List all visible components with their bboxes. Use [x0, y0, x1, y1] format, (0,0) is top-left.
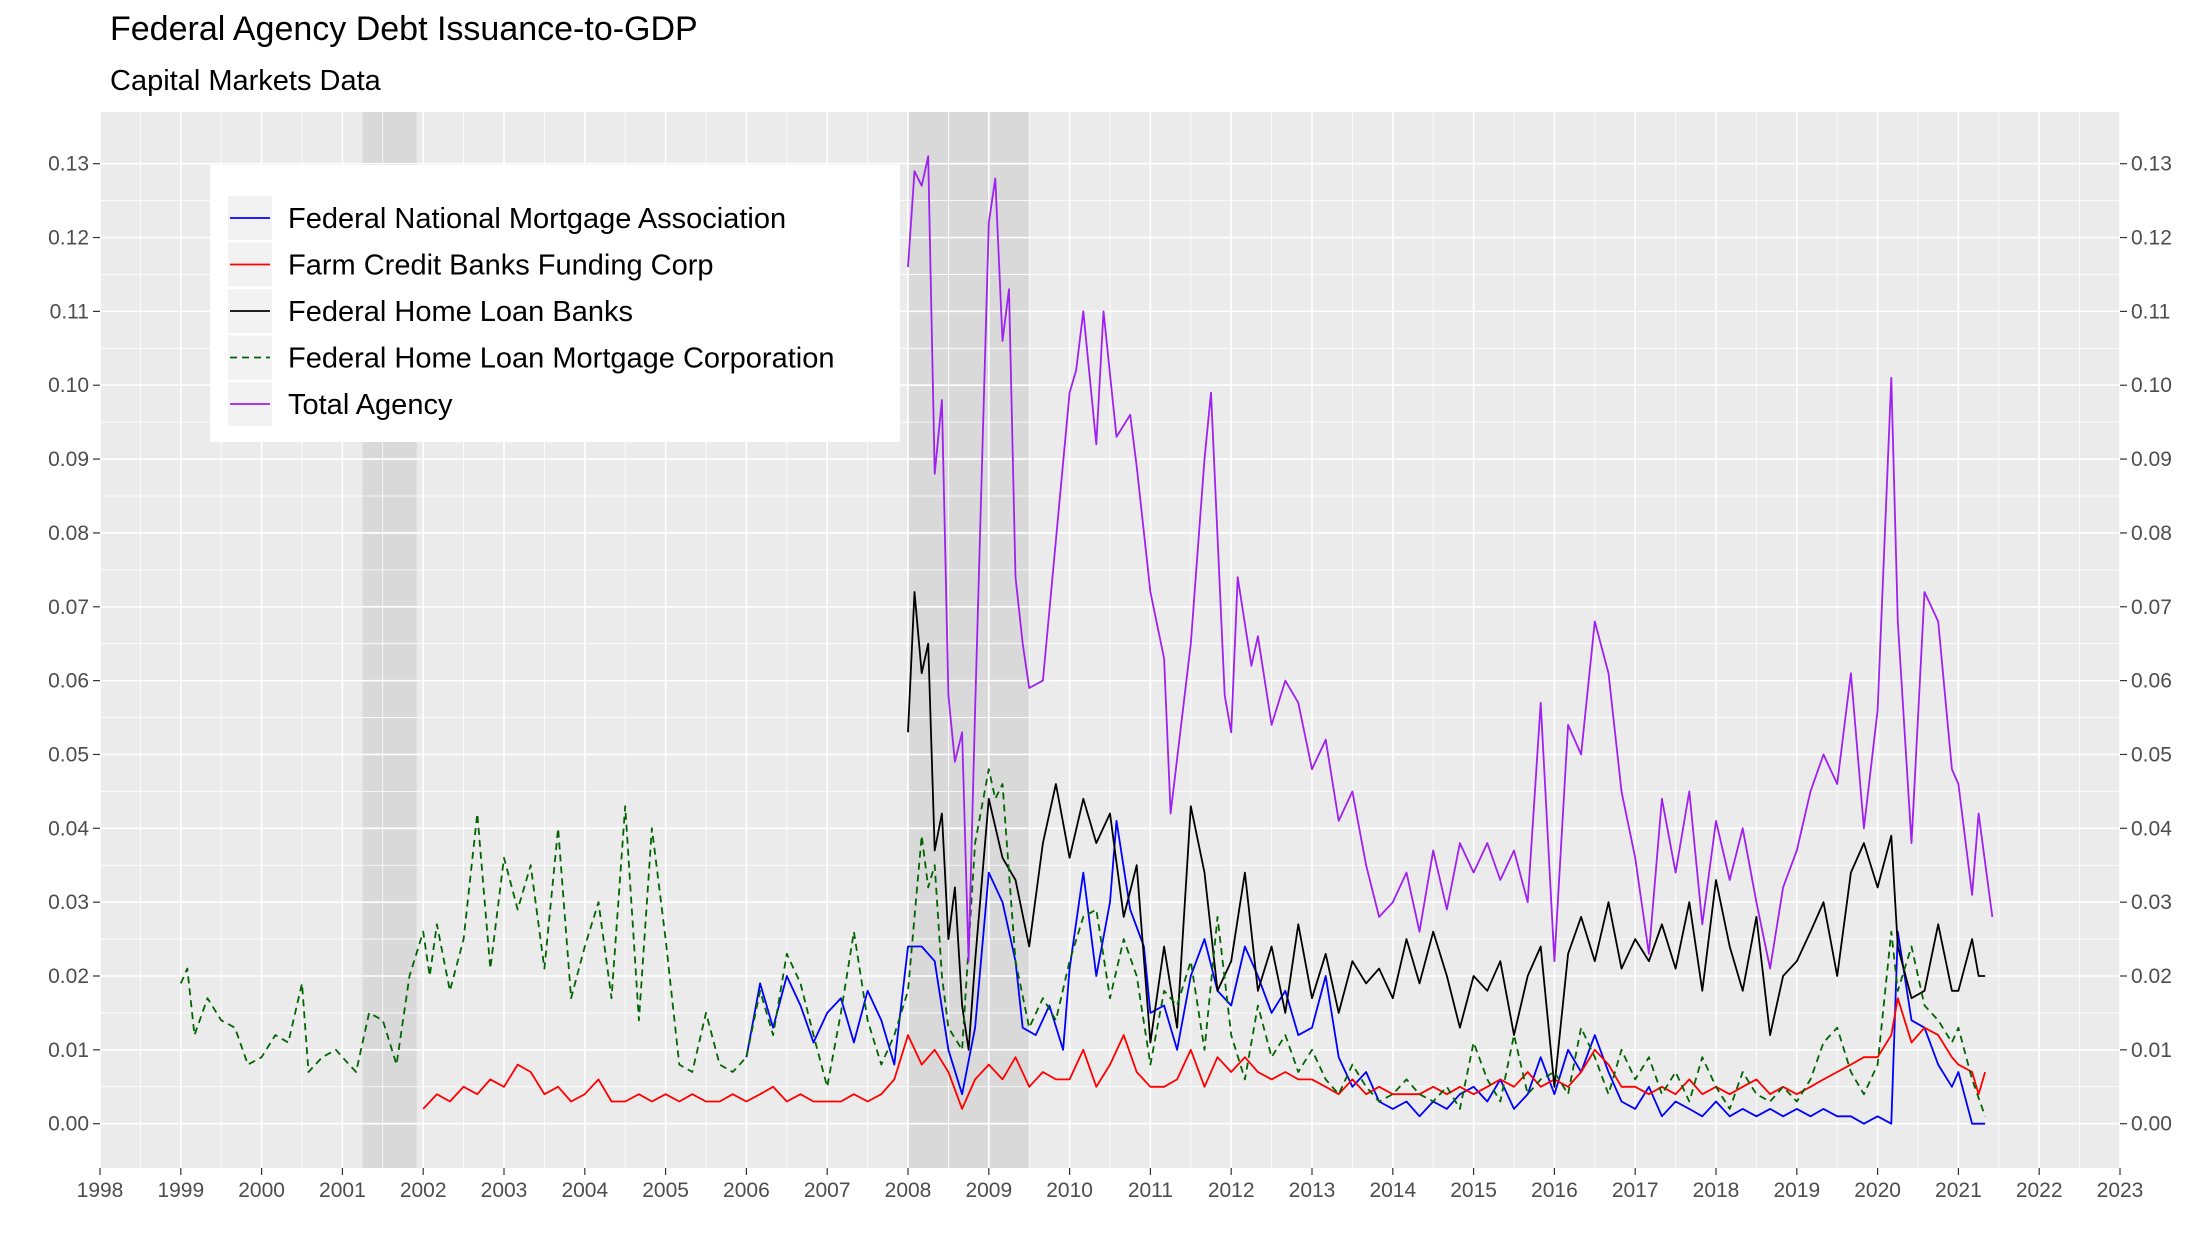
y-tick-label-right: 0.12	[2131, 227, 2172, 250]
x-tick-label: 2001	[319, 1179, 366, 1202]
y-tick-label-right: 0.00	[2131, 1113, 2172, 1136]
x-tick-label: 2021	[1935, 1179, 1982, 1202]
x-tick-label: 2000	[238, 1179, 285, 1202]
y-tick-label-right: 0.13	[2131, 153, 2172, 176]
legend-box	[210, 165, 900, 442]
x-tick-label: 2002	[400, 1179, 447, 1202]
legend-label-0: Federal National Mortgage Association	[288, 203, 786, 235]
x-tick-label: 1998	[77, 1179, 124, 1202]
legend-label-2: Federal Home Loan Banks	[288, 296, 633, 328]
x-tick-label: 2011	[1128, 1179, 1173, 1202]
y-tick-label-right: 0.03	[2131, 891, 2172, 914]
recession-band-1	[908, 112, 1030, 1168]
y-tick-label-right: 0.06	[2131, 670, 2172, 693]
x-tick-label: 2013	[1289, 1179, 1336, 1202]
x-tick-label: 2005	[642, 1179, 689, 1202]
legend-label-4: Total Agency	[288, 389, 453, 421]
y-tick-label-left: 0.09	[48, 448, 89, 471]
y-tick-label-right: 0.09	[2131, 448, 2172, 471]
legend-label-1: Farm Credit Banks Funding Corp	[288, 250, 714, 282]
y-tick-label-right: 0.10	[2131, 374, 2172, 397]
legend: Federal National Mortgage Association Far…	[210, 165, 900, 442]
axes: 0.00 0.01 0.02 0.03 0.04 0.05 0.06 0.07 0.08 0.09…	[48, 153, 2172, 1202]
series-line-4	[907, 155, 1994, 970]
x-tick-label: 2012	[1208, 1179, 1255, 1202]
x-tick-label: 2015	[1450, 1179, 1497, 1202]
x-tick-label: 2007	[804, 1179, 851, 1202]
legend-label-3: Federal Home Loan Mortgage Corporation	[288, 343, 834, 375]
x-tick-label: 2008	[885, 1179, 932, 1202]
y-tick-label-left: 0.13	[48, 153, 89, 176]
x-tick-label: 2016	[1531, 1179, 1578, 1202]
y-tick-label-right: 0.08	[2131, 522, 2172, 545]
y-tick-label-right: 0.02	[2131, 965, 2172, 988]
y-tick-label-left: 0.11	[50, 300, 89, 323]
y-tick-label-left: 0.08	[48, 522, 89, 545]
y-tick-label-right: 0.11	[2131, 300, 2170, 323]
x-tick-label: 2003	[481, 1179, 528, 1202]
series-lines	[179, 155, 1994, 1125]
x-tick-label: 2004	[561, 1179, 608, 1202]
y-tick-label-left: 0.04	[48, 817, 89, 840]
x-tick-label: 2009	[965, 1179, 1012, 1202]
y-tick-label-left: 0.07	[48, 596, 89, 619]
x-tick-label: 2014	[1369, 1179, 1416, 1202]
y-tick-label-left: 0.10	[48, 374, 89, 397]
y-tick-label-left: 0.06	[48, 670, 89, 693]
x-tick-label: 2010	[1046, 1179, 1093, 1202]
series-line-1	[422, 997, 1986, 1110]
x-tick-label: 2006	[723, 1179, 770, 1202]
series-line-3	[179, 768, 1986, 1117]
x-tick-label: 2019	[1773, 1179, 1820, 1202]
chart-subtitle: Capital Markets Data	[110, 65, 382, 97]
y-tick-label-left: 0.00	[48, 1113, 89, 1136]
y-tick-label-right: 0.01	[2131, 1039, 2172, 1062]
gridlines	[99, 112, 2121, 1168]
x-tick-label: 2017	[1612, 1179, 1659, 1202]
chart-title: Federal Agency Debt Issuance-to-GDP	[110, 10, 698, 48]
x-tick-label: 2020	[1854, 1179, 1901, 1202]
x-tick-label: 2018	[1693, 1179, 1740, 1202]
y-tick-label-left: 0.01	[48, 1039, 89, 1062]
y-tick-label-right: 0.04	[2131, 817, 2172, 840]
series-line-0	[745, 820, 1986, 1125]
y-tick-label-left: 0.12	[48, 227, 89, 250]
x-tick-label: 2023	[2097, 1179, 2144, 1202]
y-tick-label-right: 0.07	[2131, 596, 2172, 619]
y-tick-label-left: 0.05	[48, 743, 89, 766]
y-tick-label-left: 0.03	[48, 891, 89, 914]
x-tick-label: 2022	[2016, 1179, 2063, 1202]
y-tick-label-right: 0.05	[2131, 743, 2172, 766]
series-line-2	[907, 591, 1986, 1088]
y-tick-label-left: 0.02	[48, 965, 89, 988]
x-tick-label: 1999	[157, 1179, 204, 1202]
